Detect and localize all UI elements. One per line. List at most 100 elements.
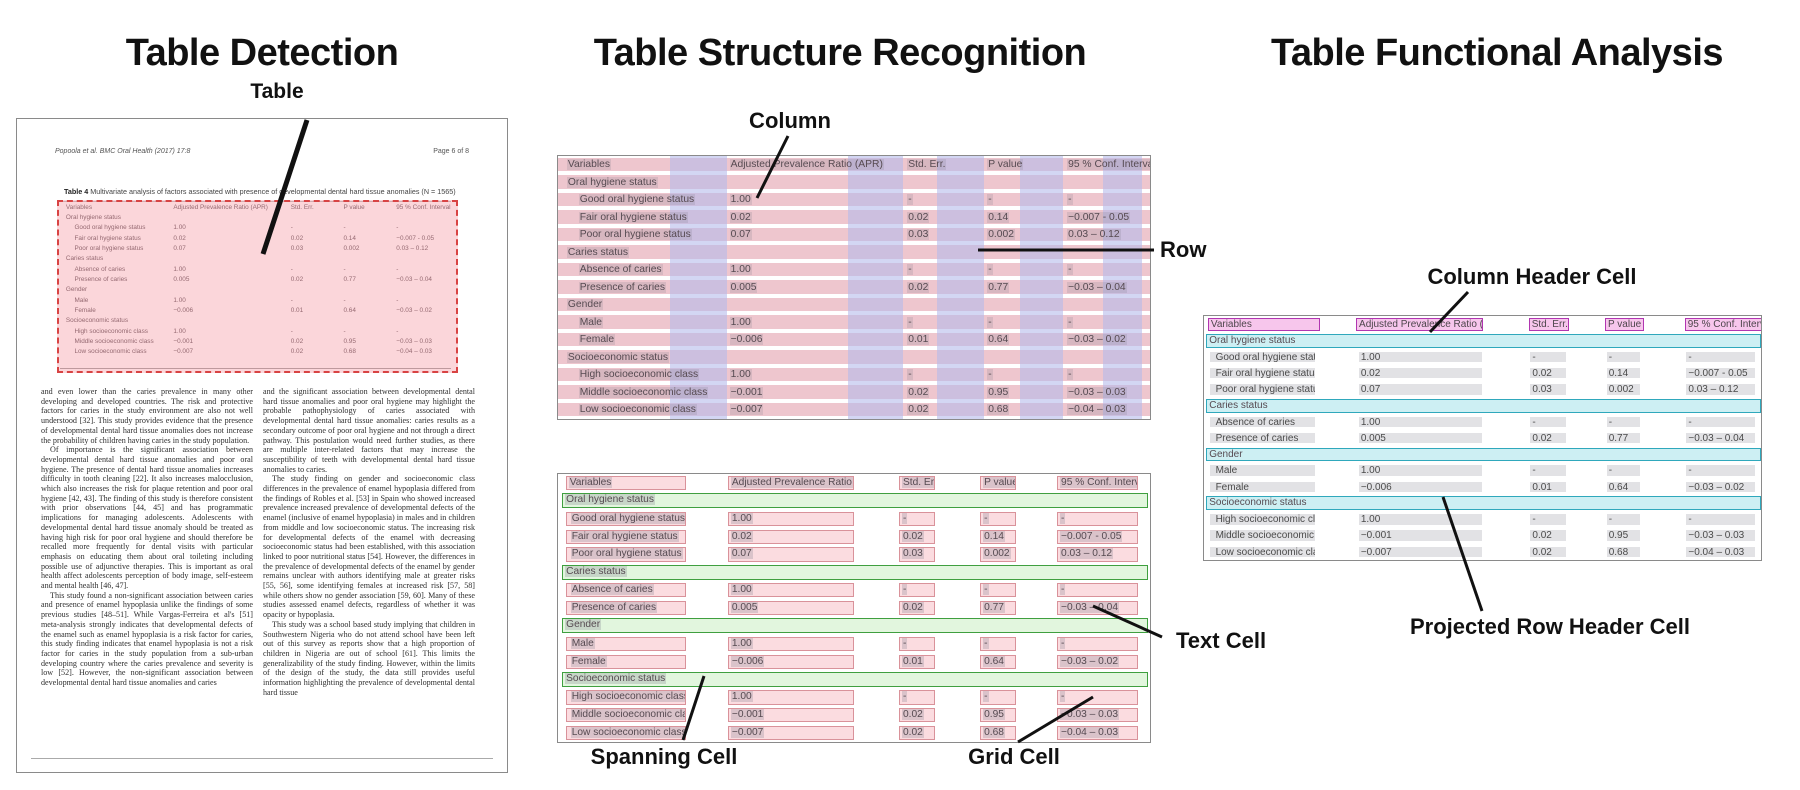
text-cell: 0.03 — [1530, 384, 1567, 395]
body-paragraph: The study finding on gender and socioeco… — [263, 474, 475, 620]
cell-text: Good oral hygiene status — [578, 194, 696, 205]
cell-text: Variables — [566, 159, 612, 170]
table-cell: 0.14 — [987, 211, 1010, 223]
cell-text: Socioeconomic status — [565, 672, 667, 684]
table-cell: - — [1067, 316, 1073, 328]
cell-text: Variables — [568, 477, 613, 488]
cell-text: 0.07 — [730, 548, 753, 560]
cell-text: 1.00 — [1360, 351, 1381, 363]
table-cell: Middle socioeconomic class — [74, 338, 154, 346]
table-cell: - — [343, 327, 346, 335]
label-column-header-cell: Column Header Cell — [1427, 264, 1637, 289]
cell-text: 1.00 — [1360, 465, 1381, 476]
cell-text: P value — [987, 159, 1024, 170]
cell-text: - — [983, 637, 989, 649]
text-cell: 0.77 — [1606, 432, 1641, 444]
cell-text: 0.02 — [901, 530, 924, 542]
grid-cell: 0.01 — [898, 654, 936, 669]
table-cell: −0.001 — [729, 386, 764, 398]
cell-text: Std. Err. — [1531, 318, 1568, 330]
cell-text: Low socioeconomic class — [570, 726, 687, 738]
data-row: Absence of caries 1.00 - - - — [60, 264, 451, 274]
table-cell: Absence of caries — [578, 264, 663, 275]
cell-text: Absence of caries — [1215, 416, 1296, 428]
column-header-cell: Std. Err. — [1528, 317, 1570, 332]
label-projected-row-header-cell: Projected Row Header Cell — [1410, 614, 1690, 639]
text-cell: Poor oral hygiene status — [1209, 384, 1316, 395]
grid-cell: 1.00 — [727, 583, 854, 598]
text-cell: 0.03 – 0.12 — [1686, 384, 1756, 395]
table-cell: 0.68 — [343, 348, 356, 356]
table-cell: −0.007 — [729, 404, 764, 415]
table-cell: 0.64 — [343, 307, 356, 314]
cell-text: - — [1688, 416, 1692, 428]
body-text-column-right: and the significant association between … — [263, 387, 475, 717]
cell-text: Absence of caries — [570, 584, 654, 596]
panel-title-structure-recognition: Table Structure Recognition — [593, 32, 1087, 74]
cell-text: 0.01 — [901, 655, 924, 667]
cell-text: 95 % Conf. Interval — [1067, 159, 1150, 170]
cell-text: 0.02 — [907, 386, 930, 398]
grid-cell: - — [980, 583, 1016, 598]
column-header-cell: Adjusted Prevalence Ratio (APR) — [727, 476, 854, 491]
journal-header-left: Popoola et al. BMC Oral Health (2017) 17… — [55, 148, 191, 155]
grid-cell: 0.14 — [980, 529, 1016, 544]
column-header-cell: Std. Err. — [898, 476, 936, 491]
cell-text: - — [1688, 465, 1692, 476]
cell-text: - — [987, 369, 993, 380]
table-cell: Absence of caries — [74, 265, 126, 273]
table-cell: - — [987, 316, 993, 328]
table-cell: Fair oral hygiene status — [578, 211, 688, 223]
data-row: Middle socioeconomic class −0.001 0.02 0.95… — [60, 337, 451, 347]
cell-text: −0.007 - 0.05 — [1060, 530, 1123, 542]
cell-text: 1.00 — [730, 637, 753, 649]
section-cell: Caries status — [566, 246, 629, 258]
cell-text: Caries status — [1209, 399, 1268, 411]
column-header-cell: P value — [980, 476, 1016, 491]
table-cell: −0.006 — [173, 307, 194, 314]
grid-cell: 0.02 — [898, 725, 936, 741]
cell-text: - — [901, 691, 908, 703]
grid-cell: 0.95 — [980, 708, 1016, 723]
cell-text: Oral hygiene status — [565, 494, 655, 506]
text-cell: −0.006 — [1358, 481, 1483, 493]
cell-text: −0.007 — [730, 726, 765, 738]
data-row: Fair oral hygiene status 0.02 0.02 0.14 −0.0… — [1204, 365, 1761, 381]
cell-text: High socioeconomic class — [1215, 514, 1316, 525]
text-cell: Middle socioeconomic class — [1209, 530, 1316, 541]
table-cell: - — [396, 296, 399, 304]
cell-text: −0.001 — [730, 709, 765, 721]
table-cell: Presence of caries — [74, 275, 128, 283]
text-cell: Male — [1209, 465, 1316, 476]
table-cell: 0.02 — [907, 386, 930, 398]
cell-text: - — [1608, 514, 1613, 525]
cell-text: Female — [570, 655, 607, 667]
table-cell: 0.005 — [173, 275, 190, 283]
section-row: Socioeconomic status — [60, 316, 451, 326]
cell-text: 0.02 — [1532, 367, 1552, 379]
table-cell: −0.001 — [173, 338, 194, 346]
table-cell: −0.007 — [173, 348, 194, 356]
cell-text: - — [907, 316, 913, 328]
cell-text: Adjusted Prevalence Ratio (APR) — [729, 159, 884, 170]
document-page: Popoola et al. BMC Oral Health (2017) 17… — [16, 118, 508, 773]
text-cell: −0.001 — [1358, 530, 1483, 541]
text-cell: −0.007 - 0.05 — [1686, 367, 1756, 379]
grid-cell: 0.03 – 0.12 — [1057, 547, 1138, 562]
cell-text: - — [1532, 416, 1536, 428]
text-cell: 0.02 — [1530, 367, 1567, 379]
cell-text: −0.006 — [1360, 481, 1392, 493]
cell-text: 0.002 — [983, 548, 1011, 560]
label-text-cell: Text Cell — [1176, 628, 1267, 653]
data-row: Presence of caries 0.005 0.02 0.77 −0.03 – 0… — [1204, 430, 1761, 446]
table-cell: −0.04 – 0.03 — [1067, 404, 1127, 415]
table-cell: - — [907, 316, 913, 328]
grid-cell: - — [898, 583, 936, 598]
table-cell: - — [396, 224, 399, 232]
table-caption: Table 4 Multivariate analysis of factors… — [64, 187, 477, 196]
cell-text: 0.02 — [901, 709, 924, 721]
table-cell: −0.04 – 0.03 — [396, 348, 432, 356]
table-cell: Presence of caries — [578, 281, 666, 293]
table-cell: Female — [578, 334, 616, 345]
